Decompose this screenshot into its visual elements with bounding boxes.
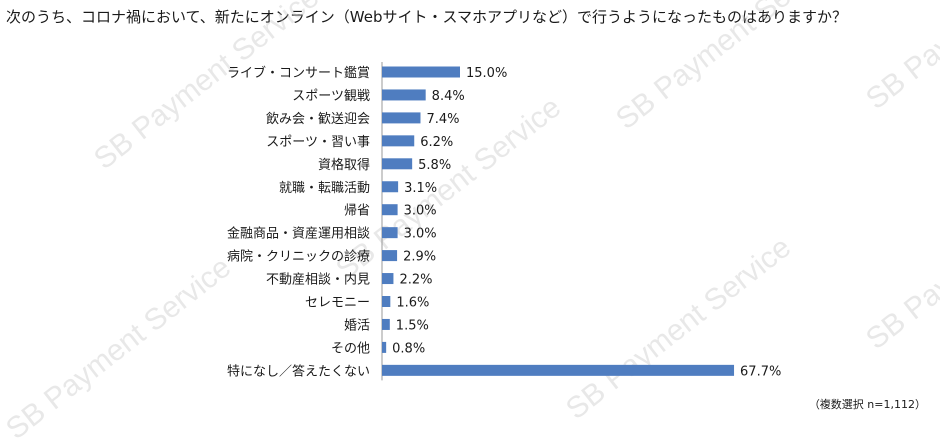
value-label: 8.4% xyxy=(432,89,465,104)
bar xyxy=(382,158,413,170)
chart-title: 次のうち、コロナ禍において、新たにオンライン（Webサイト・スマホアプリなど）で… xyxy=(6,8,848,26)
category-label: 特になし／答えたくない xyxy=(227,363,370,379)
category-label: その他 xyxy=(331,341,370,356)
bar xyxy=(382,135,415,147)
bar xyxy=(382,112,421,124)
category-label: 帰省 xyxy=(344,203,370,219)
category-label: 金融商品・資産運用相談 xyxy=(227,226,370,242)
value-label: 1.6% xyxy=(396,296,429,311)
category-label: 飲み会・歓送迎会 xyxy=(266,111,370,127)
value-label: 67.7% xyxy=(740,364,781,379)
category-label: 不動産相談・内見 xyxy=(266,272,370,288)
bar xyxy=(382,341,387,353)
category-label: ライブ・コンサート鑑賞 xyxy=(227,65,370,81)
category-label: 就職・転職活動 xyxy=(279,181,370,196)
category-label: 病院・クリニックの診療 xyxy=(227,249,370,265)
category-label: スポーツ・習い事 xyxy=(266,135,370,150)
value-label: 0.8% xyxy=(392,341,425,356)
value-label: 1.5% xyxy=(396,318,429,333)
value-label: 5.8% xyxy=(418,158,451,173)
value-label: 2.2% xyxy=(399,273,432,288)
bar xyxy=(382,273,394,285)
value-label: 3.0% xyxy=(404,204,437,219)
bar xyxy=(382,364,735,376)
bar xyxy=(382,66,460,78)
category-label: 婚活 xyxy=(344,318,370,333)
value-label: 2.9% xyxy=(403,250,436,265)
bar xyxy=(382,296,391,307)
bar xyxy=(382,227,398,239)
bar xyxy=(382,318,390,330)
bar xyxy=(382,89,426,101)
bar-chart: ライブ・コンサート鑑賞 15.0% スポーツ観戦 8.4% 飲み会・歓送迎会 7.4% スポ… xyxy=(227,62,781,381)
category-label: 資格取得 xyxy=(318,157,370,173)
category-label: スポーツ観戦 xyxy=(292,89,370,104)
value-label: 7.4% xyxy=(426,112,459,127)
bar xyxy=(382,204,398,216)
category-label: セレモニー xyxy=(305,296,370,311)
value-label: 15.0% xyxy=(466,66,507,81)
sample-note: （複数選択 n=1,112） xyxy=(808,398,926,411)
bar xyxy=(382,250,398,262)
value-label: 3.0% xyxy=(404,227,437,242)
bar xyxy=(382,181,399,193)
value-label: 3.1% xyxy=(404,181,437,196)
value-label: 6.2% xyxy=(420,135,453,150)
